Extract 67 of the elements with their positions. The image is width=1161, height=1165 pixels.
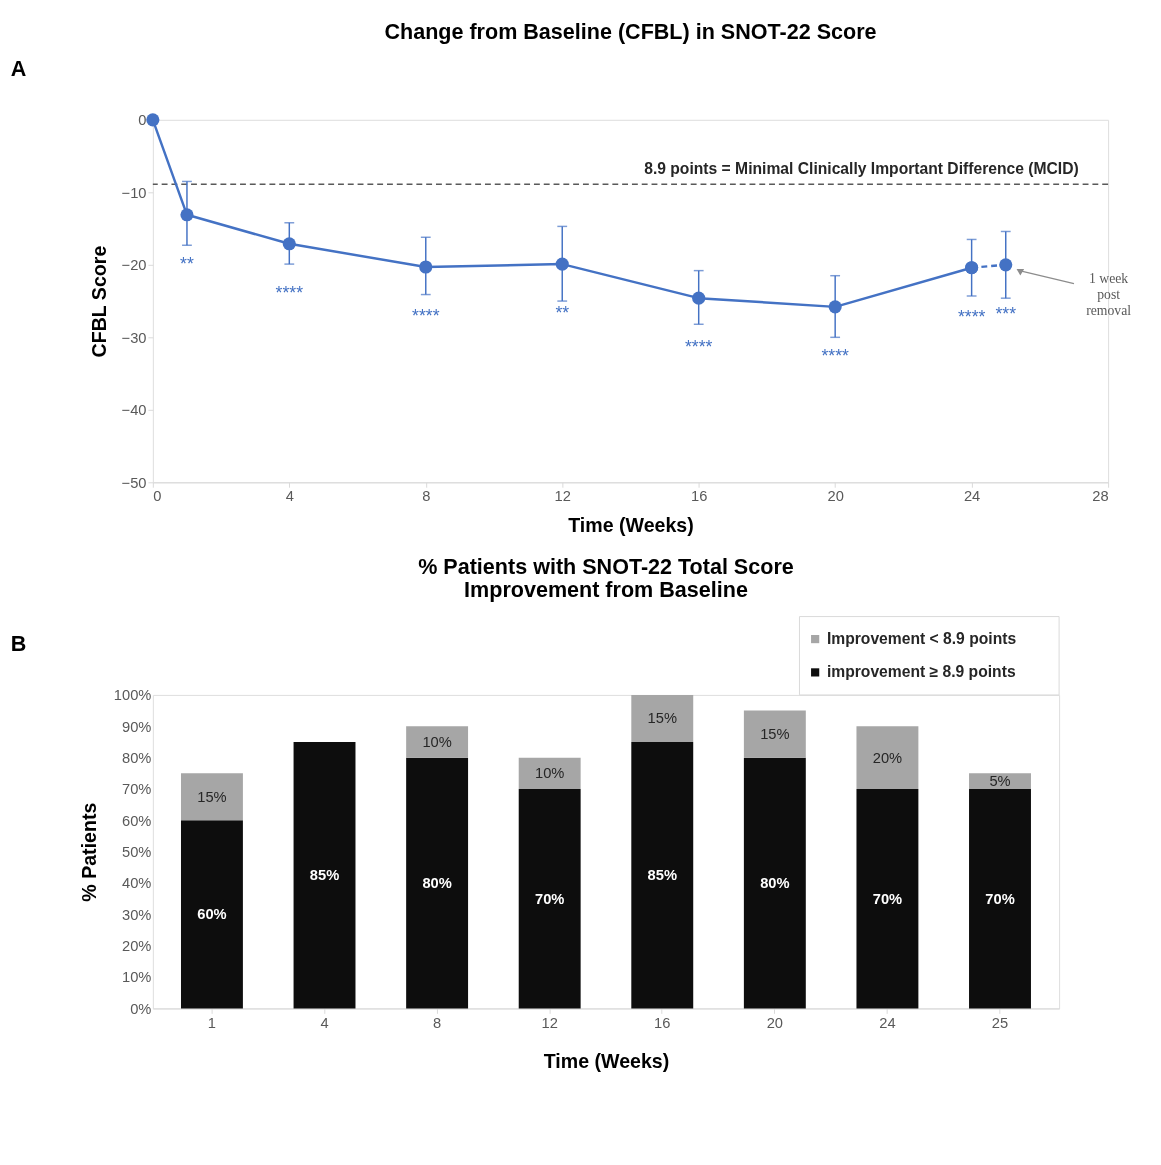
annotation: **: [555, 302, 570, 323]
annotation: ****: [275, 282, 304, 303]
x-tick-label: 8: [433, 1014, 442, 1031]
text: A: [10, 55, 27, 81]
data-label: 70%: [985, 890, 1015, 907]
data-label: 60%: [197, 906, 227, 923]
x-tick-label: 24: [879, 1014, 896, 1031]
y-axis-title: CFBL Score: [87, 245, 110, 358]
annotation: ****: [684, 337, 713, 358]
x-tick-label: 4: [285, 488, 294, 505]
y-tick-label: 70%: [121, 781, 152, 798]
annotation: ****: [957, 306, 986, 327]
data-label: 80%: [422, 874, 452, 891]
y-tick-label: 10%: [121, 969, 152, 986]
x-tick-label: 20: [827, 488, 844, 505]
data-label: 85%: [309, 867, 340, 884]
y-tick-label: 30%: [121, 906, 152, 923]
x-tick-label: 12: [554, 488, 571, 505]
x-tick-label: 25: [991, 1014, 1009, 1031]
x-tick-label: 20: [766, 1014, 784, 1031]
y-tick-label: 0%: [130, 1000, 152, 1017]
y-tick-label: 0: [138, 112, 147, 129]
x-axis-title: Time (Weeks): [543, 1049, 670, 1072]
data-label: 80%: [760, 874, 790, 891]
data-label: 70%: [534, 890, 565, 907]
y-tick-label: −50: [121, 474, 147, 491]
annotation: 1 week post removal: [1086, 271, 1132, 318]
y-tick-label: −40: [121, 402, 147, 419]
data-label: 10%: [534, 765, 565, 782]
y-tick-label: 20%: [121, 938, 152, 955]
y-tick-label: 60%: [121, 812, 152, 829]
annotation: ***: [995, 303, 1017, 324]
chart-title: % Patients with SNOT-22 Total Score Improvement from Baseline: [418, 553, 794, 603]
data-label: 20%: [872, 749, 903, 766]
data-label: 5%: [989, 773, 1011, 790]
text: B: [10, 630, 27, 656]
x-axis-title: Time (Weeks): [568, 513, 694, 536]
y-tick-label: −10: [121, 184, 147, 201]
y-tick-label: 40%: [121, 875, 152, 892]
y-tick-label: −30: [121, 329, 147, 346]
ref-line-label: 8.9 points = Minimal Clinically Important Difference (MCID): [644, 159, 1079, 177]
x-tick-label: 1: [207, 1014, 217, 1031]
data-label: 10%: [422, 733, 452, 750]
y-tick-label: −20: [121, 257, 147, 274]
chart-title: Change from Baseline (CFBL) in SNOT-22 Score: [384, 19, 877, 45]
annotation: ****: [821, 345, 850, 366]
y-axis-title: % Patients: [78, 802, 101, 902]
data-label: 15%: [760, 726, 790, 743]
data-label: 15%: [197, 788, 227, 805]
legend-label: Improvement < 8.9 points: [826, 629, 1017, 647]
x-tick-label: 28: [1092, 488, 1109, 505]
y-tick-label: 80%: [121, 750, 152, 767]
y-tick-label: 100%: [113, 687, 152, 704]
y-tick-label: 50%: [121, 844, 152, 861]
y-tick-label: 90%: [121, 718, 152, 735]
x-tick-label: 16: [654, 1014, 671, 1031]
x-tick-label: 8: [422, 488, 431, 505]
data-label: 85%: [647, 867, 677, 884]
data-label: 15%: [647, 710, 677, 727]
data-label: 70%: [872, 890, 903, 907]
annotation: **: [180, 253, 194, 274]
x-tick-label: 16: [691, 488, 708, 505]
x-tick-label: 4: [320, 1014, 329, 1031]
x-tick-label: 12: [541, 1014, 558, 1031]
x-tick-label: 24: [963, 488, 981, 505]
annotation: ****: [412, 305, 440, 326]
legend-label: improvement ≥ 8.9 points: [826, 663, 1016, 681]
